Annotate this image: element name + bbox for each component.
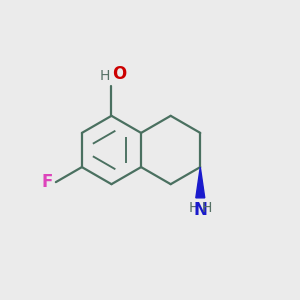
Text: N: N: [193, 201, 207, 219]
Text: H: H: [189, 201, 199, 215]
Text: O: O: [112, 65, 127, 83]
Text: H: H: [100, 69, 110, 83]
Text: F: F: [41, 173, 53, 191]
Text: H: H: [202, 201, 212, 215]
Polygon shape: [196, 167, 205, 198]
